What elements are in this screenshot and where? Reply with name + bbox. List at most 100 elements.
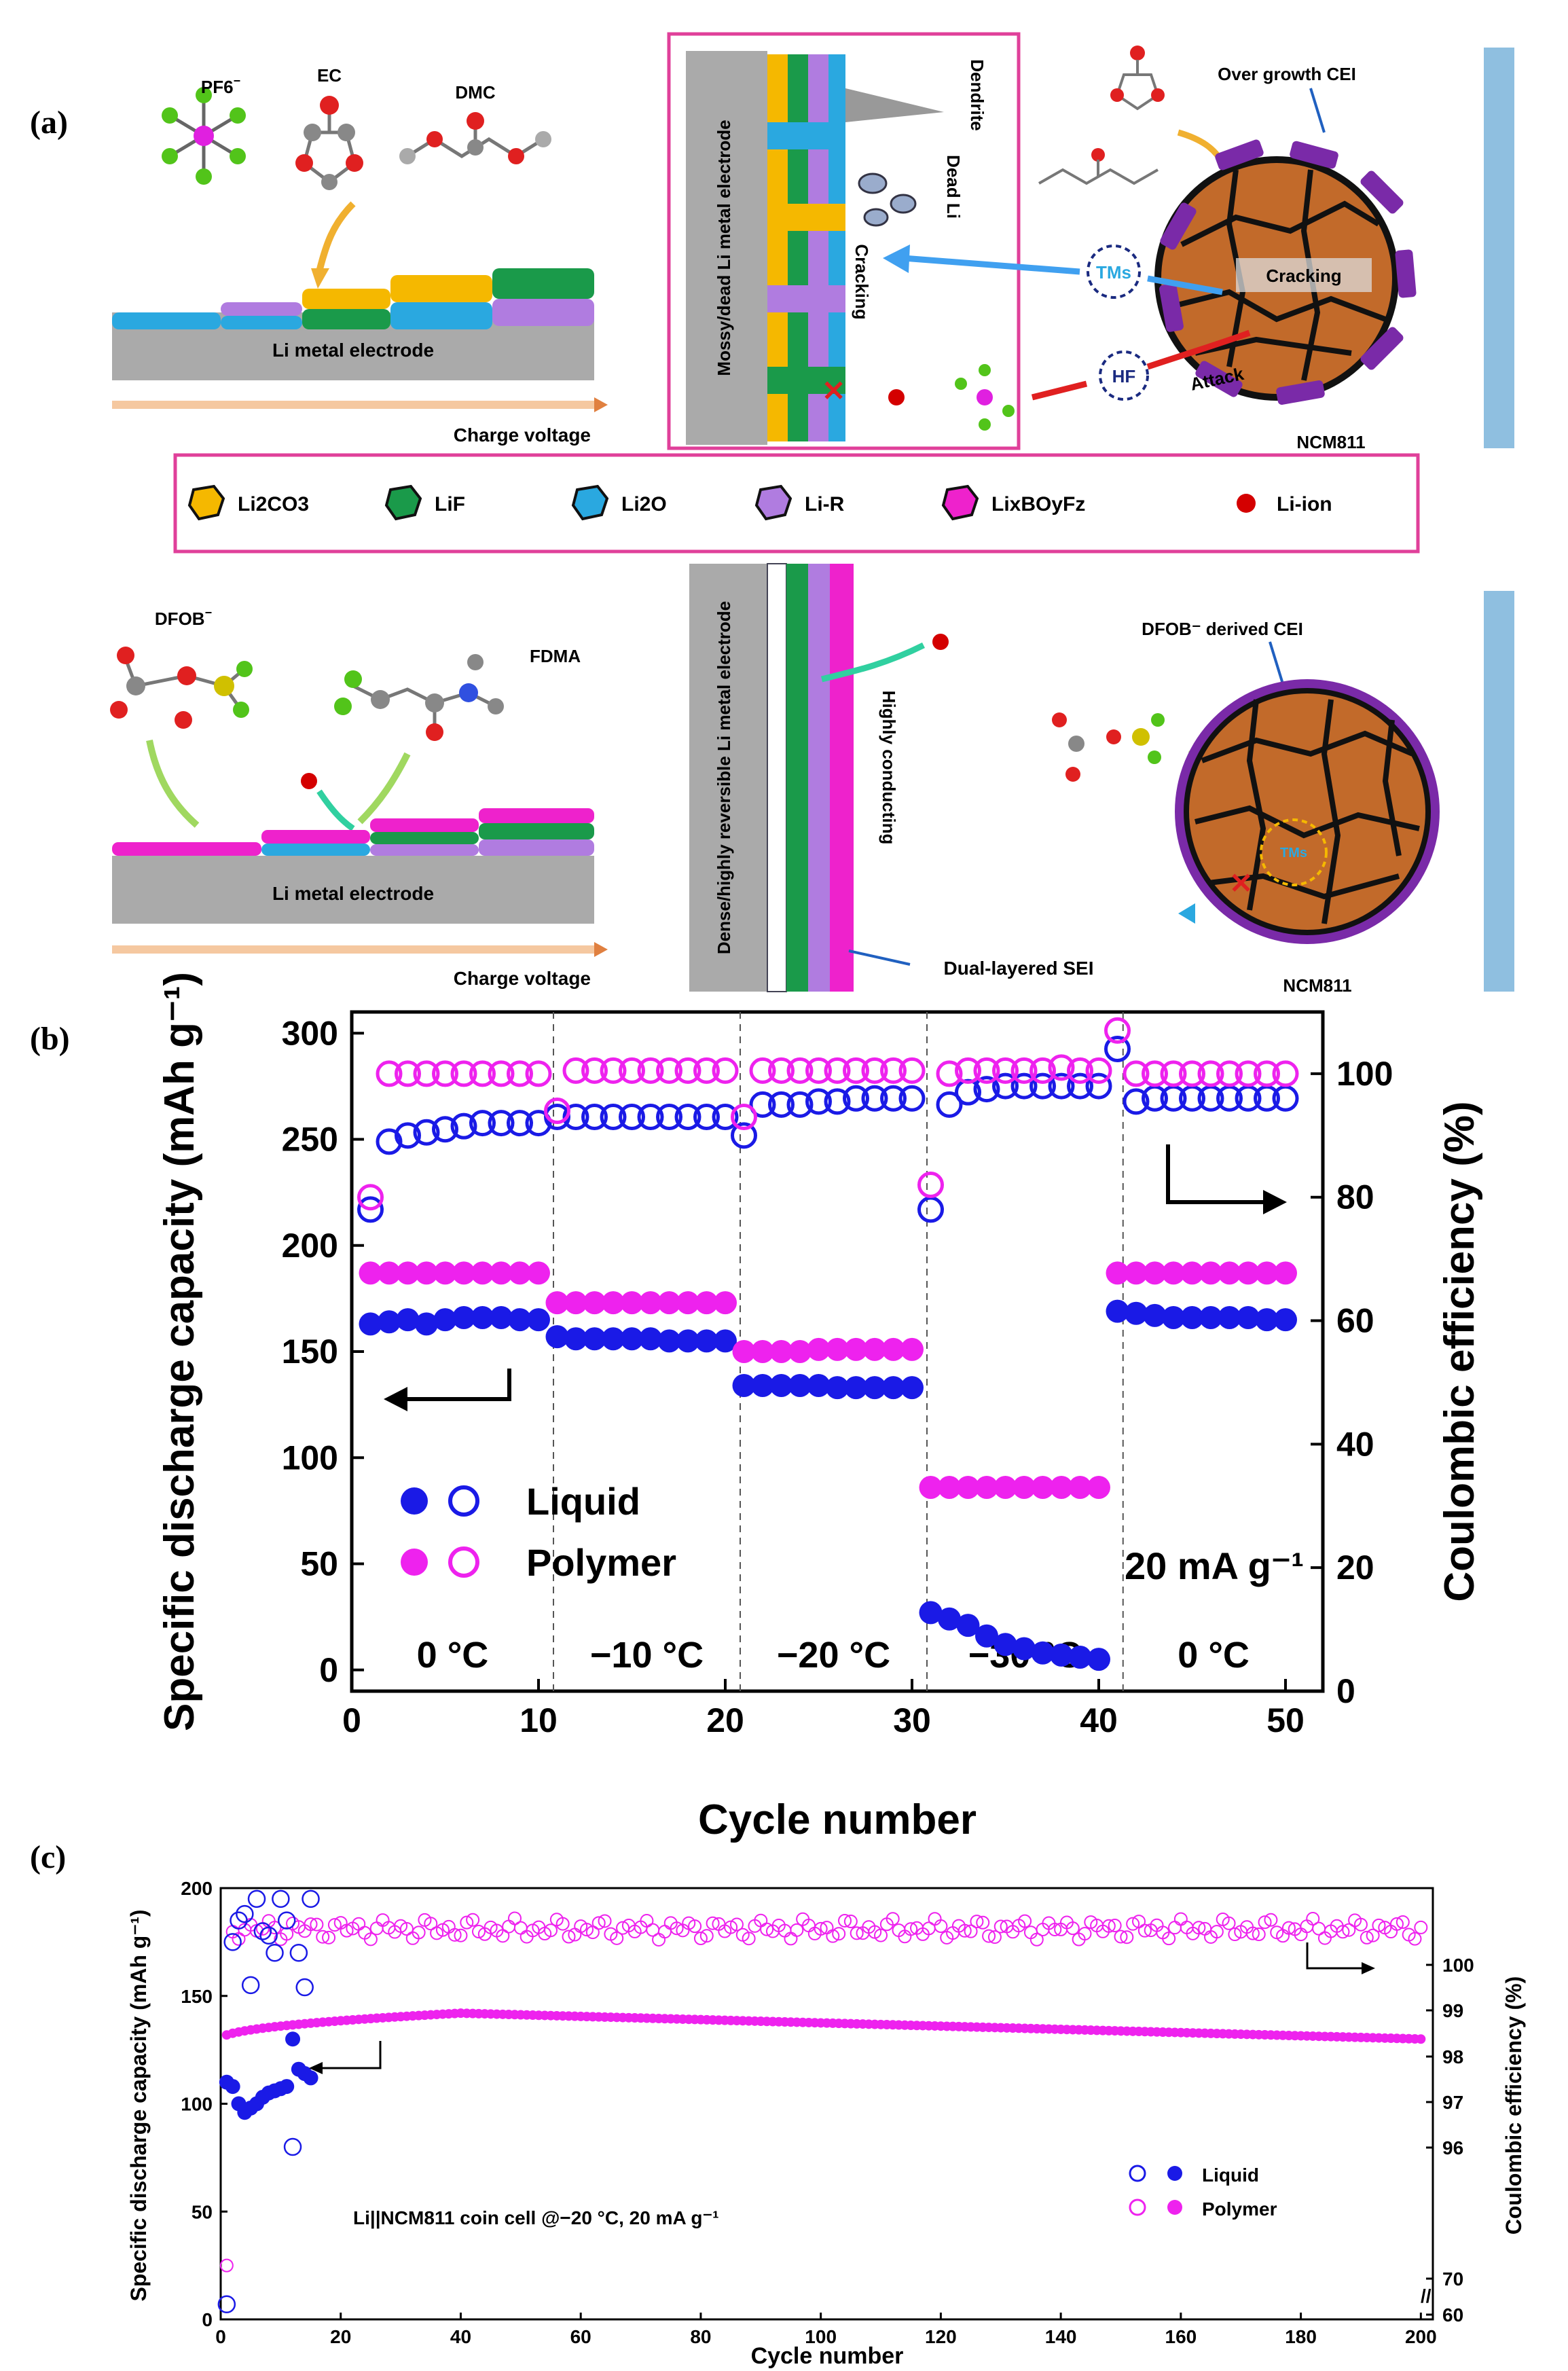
over-growth-cei-label: Over growth CEI [1218,64,1356,84]
hf-label: HF [1112,366,1136,386]
liquid-ce-point [295,1978,314,1997]
y2-tick-label: 20 [1336,1549,1374,1587]
liquid-capacity-point [788,1374,812,1397]
x-tick-label: 50 [1266,1701,1305,1739]
liquid-ce-point [395,1122,421,1149]
liquid-ce-point [289,1944,308,1962]
liquid-capacity-point [1255,1308,1279,1332]
liquid-ce-point [217,2295,236,2314]
liquid-ce-point [277,1911,296,1930]
chart-c-xlabel: Cycle number [751,2343,904,2369]
liquid-ce-point [1010,1072,1038,1100]
polymer-ce-point [507,1060,533,1087]
dead-li-icon [858,173,917,227]
liquid-ce-point [693,1104,720,1131]
polymer-capacity-point [1218,1261,1241,1285]
polymer-ce-point [322,1930,336,1944]
polymer-ce-point [507,1911,522,1925]
x-tick-label: 140 [1045,2326,1077,2347]
cathode-top: Cracking Over growth CEI TMs HF Attack N… [883,46,1514,452]
y-tick-label: 200 [282,1227,338,1265]
fdma-label: FDMA [530,646,581,666]
chart-b: 0 °C−10 °C−20 °C−30 °C0 °C 0102030405005… [156,972,1483,1843]
tms-circle [1087,245,1141,299]
polymer-ce-point [843,1915,858,1929]
liquid-capacity-point [471,1306,494,1329]
li-ion-icon [888,389,905,405]
polymer-ce-point [1067,1057,1093,1084]
liquid-ce-point [674,1104,701,1131]
chart-b-right-arrow [1166,1144,1287,1214]
polymer-ce-point [729,1917,744,1932]
over-growth-cei [1159,139,1417,405]
y-tick-label: 100 [181,2094,213,2115]
polymer-ce-point [513,1921,528,1935]
polymer-ce-point [1258,1915,1272,1930]
legend-swatch-li-ion [1237,494,1256,513]
polymer-ce-point [958,1923,972,1938]
y2-tick-label: 97 [1442,2092,1463,2113]
li-metal-electrode-bottom [112,856,594,924]
liquid-ce-point [917,1196,944,1223]
liquid-ce-point [1029,1072,1056,1100]
polymer-ce-point [591,1916,606,1930]
liquid-capacity-point [1199,1306,1222,1329]
chart-c-legend: Liquid Polymer [1129,2165,1277,2220]
dendrite-label: Dendrite [967,59,987,130]
dmc-label: DMC [455,82,495,103]
polymer-ce-point [693,1931,708,1945]
panel-label-b: (b) [30,1021,70,1057]
pf6-label: PF6− [201,74,240,97]
polymer-ce-point [1123,1060,1150,1087]
chart-c-frame [219,1887,1434,2321]
liquid-ce-point [272,1889,290,1908]
liquid-ce-point [253,1922,272,1940]
cracking-cathode-label: Cracking [1266,266,1341,286]
chart-c-legend-polymer: Polymer [1202,2198,1277,2220]
polymer-capacity-point [1125,1261,1148,1285]
charge-voltage-bar-bottom [112,945,594,954]
y2-tick-label: 60 [1442,2304,1463,2325]
liquid-ce-point [637,1104,664,1131]
polymer-capacity-point [359,1261,382,1285]
liquid-capacity-point [714,1329,737,1353]
chart-b-rate-label: 20 mA g⁻¹ [1125,1544,1304,1587]
liquid-ce-point [880,1085,907,1112]
x-tick-label: 10 [519,1701,558,1739]
liquid-capacity-point [378,1310,401,1334]
polymer-capacity-point [1162,1261,1185,1285]
polymer-ce-point [394,1919,408,1933]
liquid-capacity-point [279,2079,295,2095]
polymer-ce-point [454,1928,468,1942]
liquid-capacity-point [1031,1641,1055,1665]
y-tick-label: 50 [192,2201,213,2222]
liquid-ce-point [843,1085,869,1112]
liquid-capacity-point [225,2079,240,2095]
liquid-capacity-point [1180,1306,1204,1329]
polymer-ce-point [1264,1913,1278,1927]
liquid-capacity-point [657,1329,681,1353]
polymer-ce-point [699,1929,714,1943]
polymer-ce-point [688,1919,702,1934]
x-tick-label: 20 [706,1701,744,1739]
liquid-ce-point [357,1196,384,1223]
polymer-ce-point [1222,1916,1236,1930]
liquid-ce-point [507,1110,533,1137]
liquid-ce-point [302,1889,320,1908]
polymer-ce-point [432,1060,458,1087]
liquid-ce-point [236,1904,254,1923]
polymer-ce-point [936,1060,963,1087]
y2-tick-label: 0 [1336,1672,1355,1710]
polymer-capacity-point [415,1261,438,1285]
liquid-capacity-point [583,1327,606,1351]
polymer-capacity-point [1068,1476,1092,1499]
liquid-ce-point [1085,1072,1112,1100]
polymer-capacity-point [751,1340,774,1363]
polymer-capacity-point [583,1291,606,1315]
polymer-ce-point [1209,1925,1224,1939]
polymer-ce-point [880,1057,907,1084]
temperature-label: −20 °C [777,1635,890,1676]
sei-grain-stack [767,54,845,441]
liquid-ce-point [223,1933,242,1951]
polymer-capacity-point [639,1291,662,1315]
